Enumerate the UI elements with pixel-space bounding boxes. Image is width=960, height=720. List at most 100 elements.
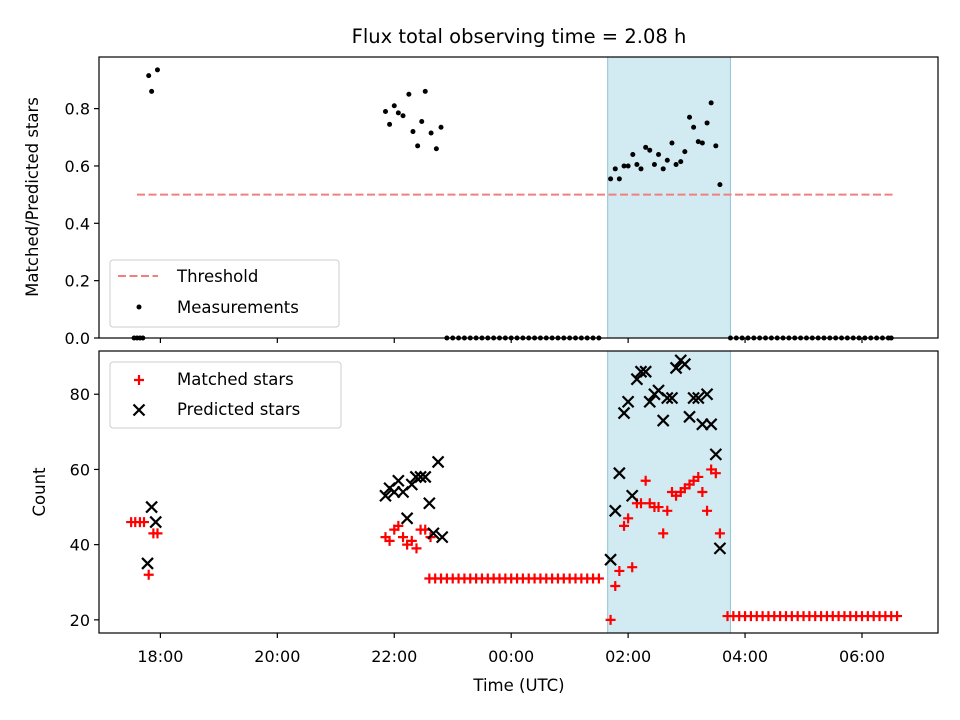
top-axes-frame (98, 56, 939, 339)
measurement-point (438, 124, 444, 130)
matched-star-point (411, 543, 422, 554)
predicted-star-point (431, 455, 445, 469)
bottom-y-axis-label: Count (30, 467, 49, 517)
predicted-star-point (669, 361, 683, 375)
top-x-ticks (159, 338, 863, 343)
matched-star-point (693, 471, 704, 482)
measurement-point (664, 157, 670, 163)
matched-star-point (605, 614, 616, 625)
predicted-star-point (665, 391, 679, 405)
measurement-point (678, 159, 684, 165)
bottom-axes-frame (98, 350, 939, 634)
bottom-x-tick-label: 00:00 (488, 647, 534, 666)
predicted-star-point (661, 391, 674, 405)
matched-star-point (714, 528, 725, 539)
measurement-point (400, 113, 406, 119)
measurement-point (634, 162, 640, 168)
matched-star-point (143, 569, 154, 580)
legend-matched-label: Matched stars (177, 370, 294, 389)
bottom-x-tick-label: 02:00 (605, 647, 651, 666)
measurement-point (669, 140, 675, 146)
matched-star-point (593, 573, 604, 584)
measurement-point (682, 149, 688, 155)
predicted-star-point (414, 470, 427, 484)
top-legend-box (109, 259, 340, 328)
matched-star-point (640, 475, 651, 486)
measurement-point (415, 143, 421, 149)
measurement-point (638, 166, 644, 172)
matched-star-point (658, 528, 669, 539)
bottom-y-tick-label: 20 (70, 611, 90, 630)
measurement-point (428, 130, 434, 136)
predicted-star-point (700, 387, 714, 401)
bottom-x-tick-label: 04:00 (722, 647, 768, 666)
measurement-point (630, 151, 636, 157)
predicted-star-point (678, 357, 692, 371)
x-axis-label: Time (UTC) (472, 676, 564, 695)
matched-star-point (384, 535, 395, 546)
predicted-star-point (379, 489, 392, 503)
predicted-star-point (409, 470, 423, 484)
measurement-point (708, 100, 714, 106)
predicted-star-point (656, 414, 670, 427)
bottom-points (126, 354, 903, 625)
measurement-point (695, 139, 701, 145)
bottom-x-tick-label: 06:00 (839, 647, 885, 666)
measurement-point (395, 110, 401, 116)
chart-title: Flux total observing time = 2.08 h (352, 25, 687, 48)
predicted-star-point (639, 365, 652, 378)
predicted-star-point (141, 557, 154, 570)
matched-star-point (139, 517, 150, 528)
measurement-point (146, 73, 152, 79)
bottom-legend: Matched stars Predicted stars (109, 361, 342, 429)
measurement-point (643, 144, 649, 150)
predicted-star-point (713, 542, 727, 555)
legend-predicted-swatch (132, 403, 146, 417)
measurement-point (612, 166, 618, 172)
predicted-star-point (427, 527, 440, 540)
measurement-point (154, 67, 160, 73)
matched-star-point (892, 611, 903, 622)
predicted-star-point (418, 470, 432, 484)
predicted-star-point (643, 395, 657, 409)
predicted-star-point (634, 365, 648, 378)
matched-star-point (623, 513, 634, 524)
top-y-ticks: 0.0 0.2 0.4 0.6 0.8 (65, 100, 99, 348)
predicted-star-point (704, 418, 718, 431)
predicted-star-point (683, 410, 696, 424)
predicted-star-point (692, 391, 705, 405)
measurement-point (651, 162, 657, 168)
matched-star-point (635, 498, 646, 509)
matched-star-point (653, 502, 664, 513)
bottom-y-tick-label: 60 (70, 460, 90, 479)
legend-matched-swatch (134, 375, 144, 385)
bottom-panel: 20 40 60 80 18:00 20:00 22:00 00:00 02:00 04:00 0… (30, 350, 939, 695)
predicted-star-point (621, 395, 635, 409)
predicted-star-point (149, 515, 162, 529)
measurement-point (673, 162, 679, 168)
top-y-tick-label: 0.2 (65, 272, 90, 291)
predicted-star-point (709, 448, 723, 461)
measurement-point (433, 146, 439, 152)
predicted-star-point (617, 406, 631, 420)
bottom-x-tick-label: 18:00 (137, 647, 183, 666)
top-y-tick-label: 0.6 (65, 157, 90, 176)
measurement-point (616, 176, 622, 182)
matched-star-point (398, 532, 409, 543)
bottom-y-tick-label: 80 (70, 385, 90, 404)
matched-star-point (710, 468, 721, 479)
matched-star-point (662, 505, 673, 516)
predicted-star-point (608, 504, 622, 518)
measurement-point (704, 120, 710, 126)
top-shaded-interval (607, 56, 731, 339)
predicted-star-point (145, 500, 158, 514)
measurement-point (691, 124, 697, 130)
measurement-point (149, 88, 155, 94)
top-y-tick-label: 0.8 (65, 100, 90, 119)
bottom-x-ticks: 18:00 20:00 22:00 00:00 02:00 04:00 06:00 (137, 633, 885, 666)
measurement-point (422, 88, 428, 94)
measurement-point (625, 163, 631, 169)
matched-star-point (702, 505, 713, 516)
bottom-legend-box (109, 361, 342, 429)
